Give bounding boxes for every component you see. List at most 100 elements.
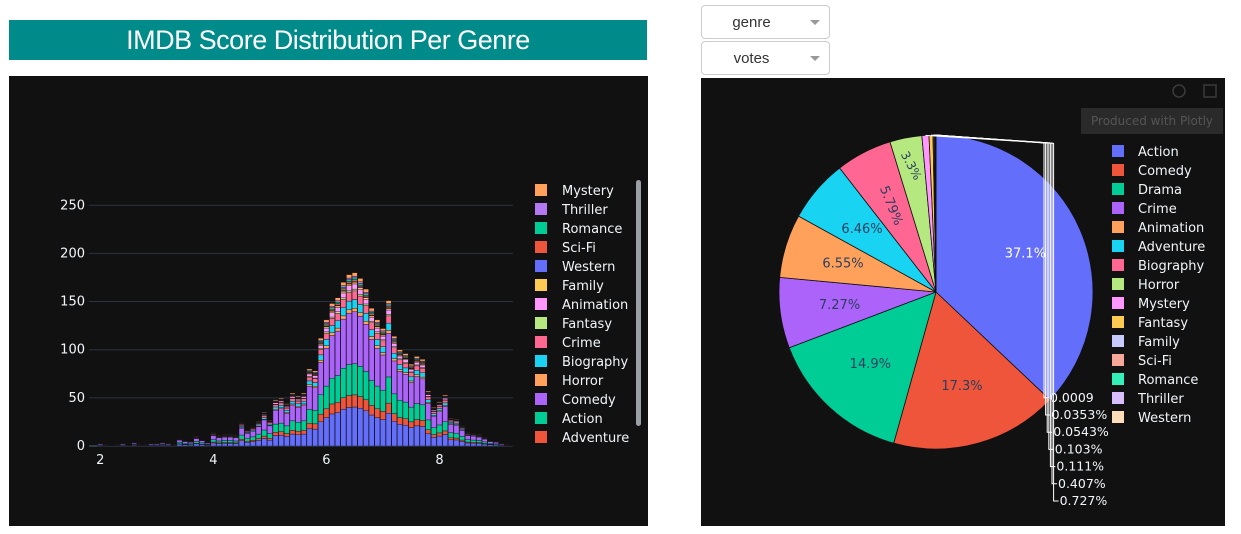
bar-segment-mystery[interactable] [414,356,420,359]
legend-item-sci-fi[interactable]: Sci-Fi [562,241,596,256]
bar-segment-comedy[interactable] [272,409,279,425]
bar-segment-mystery[interactable] [351,272,358,277]
bar-segment-animation[interactable] [408,369,415,373]
histogram-bar[interactable] [419,359,426,447]
legend-item-comedy[interactable]: Comedy [562,393,616,408]
bar-segment-family[interactable] [363,297,369,300]
bar-segment-sci-fi[interactable] [357,284,364,288]
bar-segment-thriller[interactable] [334,300,341,303]
legend-item-animation[interactable]: Animation [1138,221,1204,236]
bar-segment-biography[interactable] [431,413,437,416]
bar-segment-biography[interactable] [402,367,409,373]
bar-segment-animation[interactable] [385,309,392,315]
bar-segment-mystery[interactable] [357,278,364,282]
bar-segment-crime[interactable] [340,299,347,308]
bar-segment-action[interactable] [261,429,268,437]
bar-segment-adventure[interactable] [431,434,437,438]
histogram-bar[interactable] [284,403,290,447]
histogram-bar[interactable] [289,392,296,447]
bar-segment-comedy[interactable] [493,442,499,444]
histogram-bar[interactable] [329,303,335,447]
histogram-bar[interactable] [176,438,183,447]
bar-segment-animation[interactable] [425,394,432,397]
legend-item-thriller[interactable]: Thriller [1137,392,1184,407]
legend-swatch[interactable] [535,355,547,367]
bar-segment-horror[interactable] [368,336,375,340]
bar-segment-comedy[interactable] [380,354,386,391]
legend-swatch[interactable] [1112,145,1124,157]
bar-segment-crime[interactable] [295,400,301,404]
legend-swatch[interactable] [535,260,547,272]
bar-segment-drama[interactable] [289,433,296,447]
bar-segment-comedy[interactable] [255,426,262,435]
bar-segment-action[interactable] [216,440,222,444]
legend-swatch[interactable] [1112,221,1124,233]
bar-segment-mystery[interactable] [317,337,324,341]
histogram-bar[interactable] [210,432,217,447]
bar-segment-family[interactable] [346,283,352,286]
bar-segment-action[interactable] [431,427,437,435]
histogram-bar[interactable] [459,425,465,447]
bar-segment-biography[interactable] [363,313,369,322]
bar-segment-adventure[interactable] [267,438,273,441]
bar-segment-action[interactable] [329,378,335,405]
legend-swatch[interactable] [535,374,547,386]
bar-segment-drama[interactable] [453,439,460,447]
legend-swatch[interactable] [1112,392,1124,404]
bar-segment-biography[interactable] [323,339,330,346]
legend-swatch[interactable] [1112,202,1124,214]
legend-swatch[interactable] [1112,354,1124,366]
bar-segment-adventure[interactable] [368,405,375,416]
histogram-bar[interactable] [261,412,268,447]
histogram-bar[interactable] [498,442,505,447]
bar-segment-comedy[interactable] [397,371,403,401]
bar-segment-comedy[interactable] [334,330,341,376]
genre-dropdown[interactable]: genre [701,5,830,39]
bar-segment-comedy[interactable] [340,318,347,369]
bar-segment-comedy[interactable] [227,436,234,441]
bar-segment-crime[interactable] [408,372,415,378]
bar-segment-biography[interactable] [453,423,460,425]
bar-segment-drama[interactable] [448,439,454,447]
bar-segment-mystery[interactable] [289,392,296,395]
legend-swatch[interactable] [1112,183,1124,195]
legend-item-fantasy[interactable]: Fantasy [1138,316,1188,331]
bar-segment-sci-fi[interactable] [340,288,347,291]
bar-segment-crime[interactable] [380,340,386,347]
bar-segment-action[interactable] [391,393,398,414]
bar-segment-drama[interactable] [470,442,477,447]
bar-segment-adventure[interactable] [284,433,290,437]
bar-segment-comedy[interactable] [250,430,256,438]
bar-segment-animation[interactable] [272,402,279,405]
bar-segment-animation[interactable] [402,359,409,363]
bar-segment-horror[interactable] [317,360,324,363]
bar-segment-mystery[interactable] [380,328,386,332]
bar-segment-drama[interactable] [193,443,200,447]
bar-segment-animation[interactable] [278,400,285,403]
legend-swatch[interactable] [1112,259,1124,271]
bar-segment-family[interactable] [357,287,364,290]
bar-segment-crime[interactable] [323,332,330,340]
histogram-bar[interactable] [408,363,415,447]
bar-segment-action[interactable] [397,400,403,418]
bar-segment-romance[interactable] [385,304,392,307]
bar-segment-biography[interactable] [368,329,375,337]
bar-segment-adventure[interactable] [317,413,324,422]
bar-segment-adventure[interactable] [380,411,386,420]
bar-segment-action[interactable] [346,364,352,396]
chevron-down-icon[interactable] [810,20,820,25]
bar-segment-drama[interactable] [317,421,324,447]
bar-segment-comedy[interactable] [284,412,290,427]
bar-segment-action[interactable] [453,432,460,439]
legend-swatch[interactable] [1112,240,1124,252]
bar-segment-comedy[interactable] [187,442,194,444]
histogram-bar[interactable] [448,417,454,447]
bar-segment-mystery[interactable] [391,336,398,339]
bar-segment-comedy[interactable] [402,374,409,403]
bar-segment-animation[interactable] [334,307,341,312]
histogram-bar[interactable] [199,439,205,447]
camera-icon[interactable] [1172,84,1186,98]
bar-segment-mystery[interactable] [385,300,392,304]
bar-segment-thriller[interactable] [357,281,364,284]
legend-item-family[interactable]: Family [1138,335,1180,350]
